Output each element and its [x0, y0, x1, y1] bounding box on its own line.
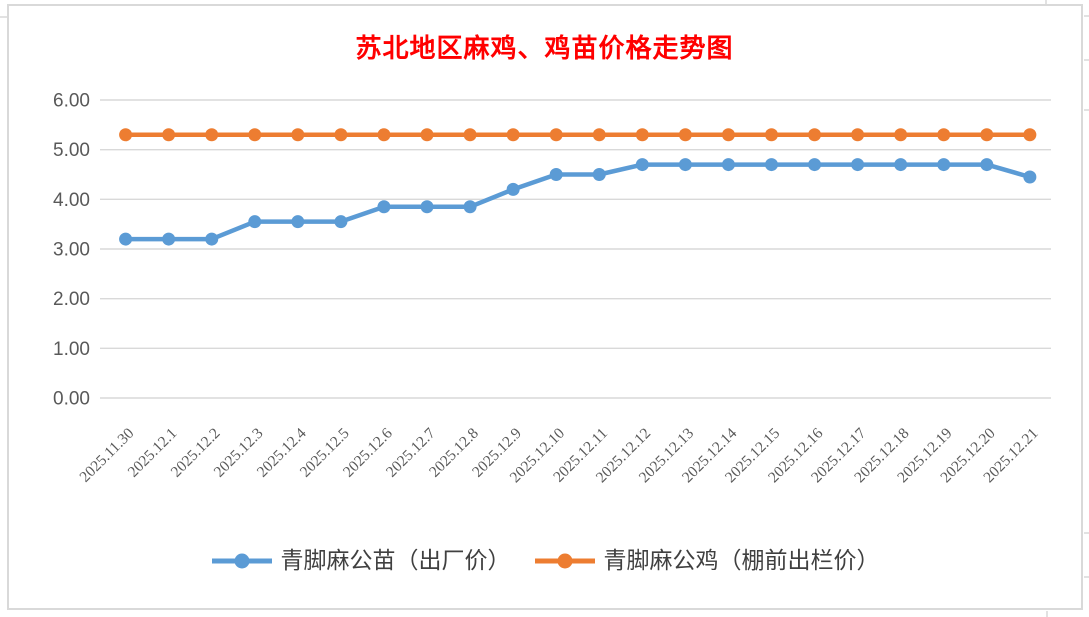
data-point — [937, 128, 951, 142]
data-point — [506, 128, 520, 142]
data-point — [119, 232, 133, 246]
data-point — [851, 158, 865, 172]
data-point — [119, 128, 133, 142]
line-marker-icon — [211, 553, 272, 568]
data-point — [420, 200, 434, 214]
data-point — [635, 158, 649, 172]
chart-legend: 青脚麻公苗（出厂价） 青脚麻公鸡（棚前出栏价） — [0, 549, 1089, 572]
data-point — [248, 128, 262, 142]
data-point — [765, 128, 778, 142]
data-point — [506, 182, 520, 196]
data-point — [721, 158, 735, 172]
sheet-gridline-stub — [1084, 15, 1089, 17]
data-point — [334, 128, 348, 142]
data-point — [549, 168, 563, 181]
legend-label: 青脚麻公苗（出厂价） — [280, 548, 511, 573]
x-tick-label: 2025.11.30 — [76, 425, 137, 486]
data-point — [549, 128, 563, 142]
legend-item-chicken-farmgate-price: 青脚麻公鸡（棚前出栏价） — [533, 549, 880, 572]
data-point — [420, 128, 434, 142]
data-point — [205, 128, 219, 142]
data-point — [291, 128, 305, 142]
y-tick-label: 3.00 — [53, 240, 90, 261]
x-axis-labels: 2025.11.302025.12.12025.12.22025.12.3202… — [76, 425, 1041, 487]
data-point — [248, 215, 262, 229]
legend-label: 青脚麻公鸡（棚前出栏价） — [603, 548, 880, 573]
data-point — [1023, 128, 1037, 142]
data-point — [894, 158, 908, 172]
data-point — [463, 128, 477, 142]
sheet-gridline-stub — [1046, 611, 1048, 617]
data-point — [162, 128, 176, 142]
data-point — [894, 128, 908, 142]
data-point — [721, 128, 735, 142]
sheet-gridline-stub — [0, 16, 7, 18]
data-point — [377, 128, 391, 142]
data-point — [334, 215, 348, 229]
data-point — [808, 158, 822, 172]
series-line — [125, 162, 1031, 242]
sheet-gridline-stub — [1084, 59, 1089, 61]
sheet-gridline-stub — [1045, 0, 1047, 4]
y-tick-label: 2.00 — [53, 289, 90, 310]
legend-item-chick-factory-price: 青脚麻公苗（出厂价） — [210, 549, 511, 572]
line-marker-icon — [534, 553, 595, 568]
data-point — [678, 158, 692, 172]
data-point — [162, 232, 176, 246]
data-point — [1023, 170, 1037, 184]
y-tick-label: 0.00 — [53, 389, 90, 410]
data-point — [851, 128, 865, 142]
data-point — [291, 215, 305, 229]
legend-dot — [234, 553, 249, 568]
y-tick-label: 1.00 — [53, 339, 90, 360]
data-point — [980, 158, 994, 172]
y-tick-label: 6.00 — [53, 91, 90, 112]
data-point — [808, 128, 822, 142]
data-point — [377, 200, 391, 214]
legend-dot — [557, 553, 572, 568]
data-point — [205, 232, 219, 246]
data-point — [592, 128, 606, 142]
chart-title: 苏北地区麻鸡、鸡苗价格走势图 — [355, 34, 734, 63]
y-gridlines — [100, 99, 1051, 399]
sheet-gridline-stub — [1084, 109, 1089, 111]
sheet-gridline-stub — [1084, 576, 1089, 578]
y-tick-label: 5.00 — [53, 140, 90, 161]
data-point — [592, 168, 606, 181]
series-0 — [119, 158, 1037, 246]
data-point — [937, 158, 951, 172]
chart-area-frame — [7, 4, 1083, 610]
data-point — [678, 128, 692, 142]
data-point — [463, 200, 477, 214]
y-tick-label: 4.00 — [53, 190, 90, 211]
series-1 — [119, 128, 1037, 142]
data-point — [765, 158, 778, 172]
y-axis-labels: 0.00 1.00 2.00 3.00 4.00 5.00 6.00 — [53, 91, 90, 410]
data-point — [980, 128, 994, 142]
data-point — [635, 128, 649, 142]
sheet-gridline-stub — [1084, 532, 1089, 534]
